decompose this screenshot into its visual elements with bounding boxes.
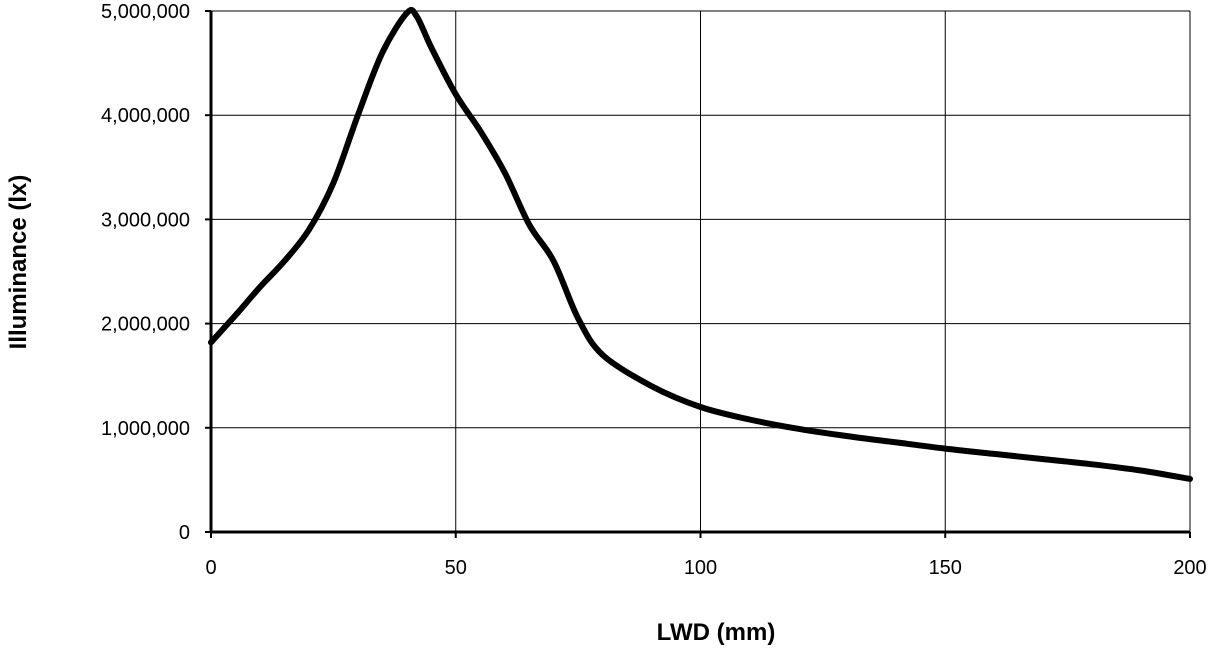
x-tick-label: 200 [1173,557,1206,579]
y-tick-label: 5,000,000 [101,1,190,23]
y-tick-labels: 0 1,000,000 2,000,000 3,000,000 4,000,000 5,0… [101,1,190,544]
y-tick-label: 0 [179,522,190,544]
y-tick-label: 4,000,000 [101,105,190,127]
y-tick-label: 1,000,000 [101,418,190,440]
x-tick-label: 100 [684,557,717,579]
axes [205,10,1191,538]
x-axis-title: LWD (mm) [657,619,776,646]
series-layer [208,6,1193,482]
grid [211,10,1191,532]
x-tick-label: 50 [445,557,467,579]
y-axis-title: Illuminance (lx) [5,175,32,350]
series-line [208,6,1193,482]
x-tick-label: 150 [929,557,962,579]
x-tick-labels: 0 50 100 150 200 [205,557,1206,579]
x-tick-label: 0 [205,557,216,579]
y-tick-label: 2,000,000 [101,314,190,336]
y-tick-label: 3,000,000 [101,209,190,231]
